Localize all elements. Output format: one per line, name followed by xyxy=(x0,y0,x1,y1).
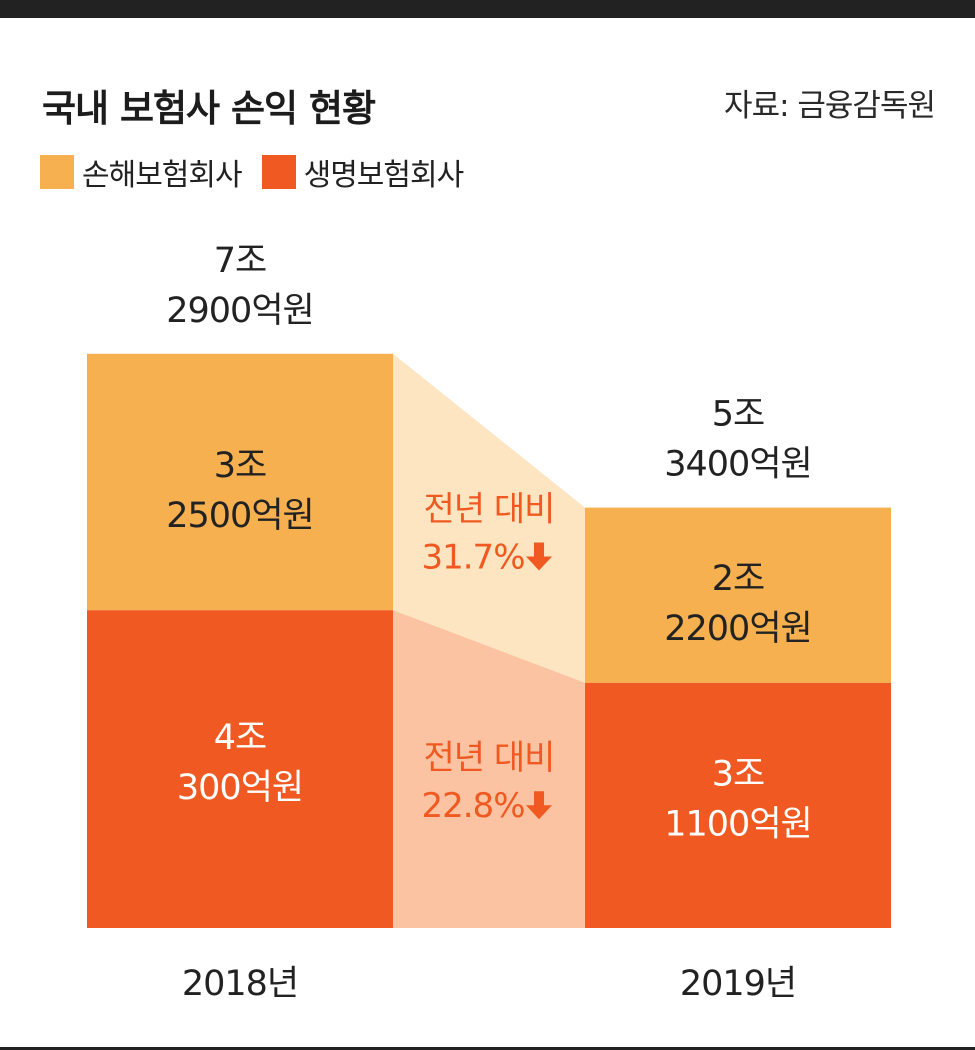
total-label-2019년: 5조 3400억원 xyxy=(664,395,811,485)
legend-label-life: 생명보험회사 xyxy=(303,158,465,193)
band-nonlife xyxy=(393,353,585,683)
data-label-nonlife-2019년: 2조 2200억원 xyxy=(664,559,811,649)
data-label-life-2019년: 3조 1100억원 xyxy=(664,754,811,844)
bar-nonlife-2018년 xyxy=(87,353,393,611)
change-value-nonlife: 31.7% xyxy=(421,538,524,578)
top-bar xyxy=(0,0,975,18)
legend-label-nonlife: 손해보험회사 xyxy=(82,158,243,193)
band-life xyxy=(393,610,585,928)
bar-nonlife-2019년 xyxy=(585,507,891,683)
down-arrow-icon xyxy=(526,542,552,571)
category-label-2019년: 2019년 xyxy=(680,964,796,1004)
total-label-2018년: 7조 2900억원 xyxy=(166,241,313,331)
source-note: 자료: 금융감독원 xyxy=(724,88,936,124)
legend-swatch-life xyxy=(261,155,296,189)
chart-title: 국내 보험사 손익 현황 xyxy=(42,87,376,130)
bar-life-2018년 xyxy=(87,610,393,928)
data-label-nonlife-2018년: 3조 2500억원 xyxy=(166,446,313,536)
legend: 손해보험회사 생명보험회사 xyxy=(40,150,483,194)
bottom-rule xyxy=(0,1047,975,1050)
change-value-life: 22.8% xyxy=(421,786,524,826)
change-title-life: 전년 대비 xyxy=(424,738,555,778)
bar-life-2019년 xyxy=(585,682,891,928)
data-label-life-2018년: 4조 300억원 xyxy=(177,718,303,808)
down-arrow-icon xyxy=(526,791,552,820)
legend-swatch-nonlife xyxy=(40,155,74,189)
change-title-nonlife: 전년 대비 xyxy=(424,490,555,530)
category-label-2018년: 2018년 xyxy=(182,964,298,1004)
legend-item-nonlife: 손해보험회사 xyxy=(40,150,243,194)
legend-item-life: 생명보험회사 xyxy=(261,150,465,194)
